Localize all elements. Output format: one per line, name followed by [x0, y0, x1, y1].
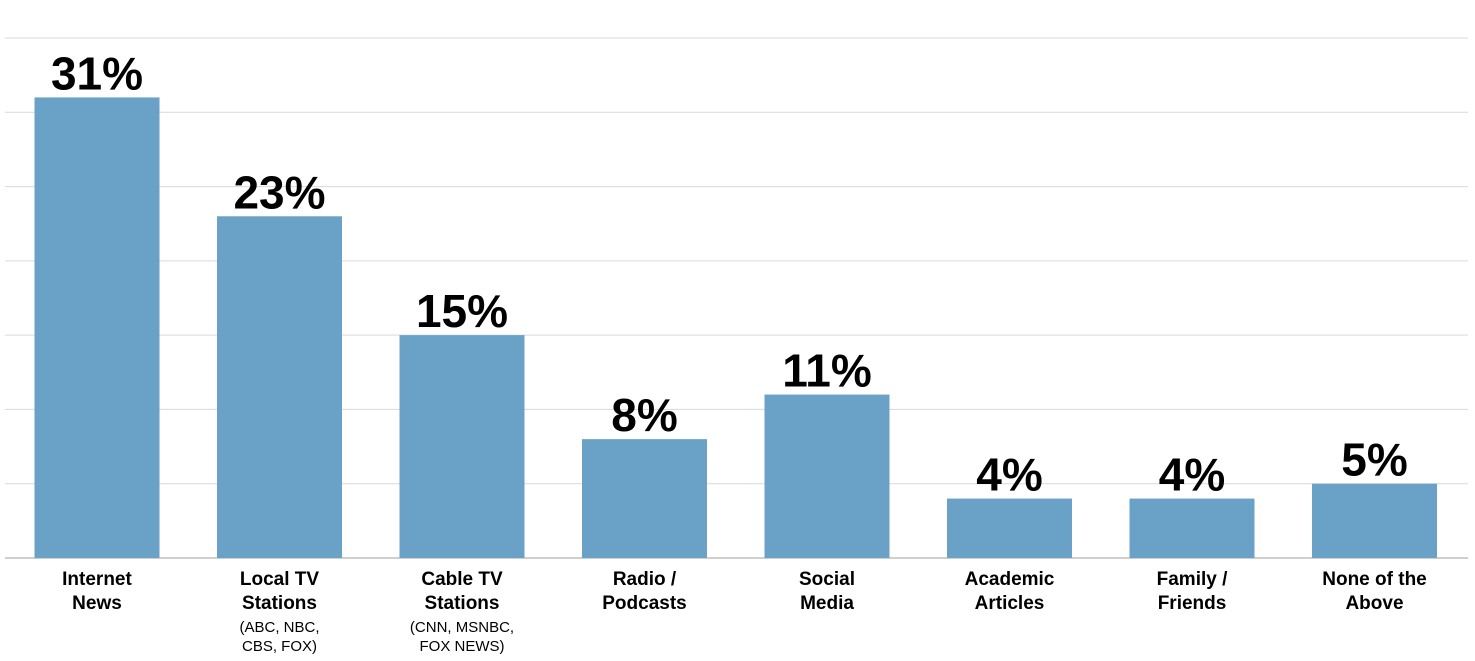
value-label: 4% [1159, 449, 1225, 501]
category-label: Radio / [613, 569, 677, 590]
bar [947, 498, 1072, 558]
value-label: 15% [416, 285, 508, 337]
bar [764, 394, 890, 558]
category-label: Local TV [240, 569, 320, 590]
value-label: 4% [976, 449, 1042, 501]
bar [1129, 498, 1255, 558]
value-label: 8% [611, 389, 677, 441]
category-sublabel: FOX NEWS) [420, 638, 505, 655]
category-label: Stations [242, 593, 317, 614]
bar [582, 439, 707, 558]
bar [34, 97, 160, 558]
bar [217, 216, 342, 559]
category-label: News [72, 593, 122, 614]
category-label: Above [1345, 593, 1403, 614]
category-label: Family / [1157, 569, 1228, 590]
category-label: Podcasts [602, 593, 686, 614]
category-label: Cable TV [421, 569, 503, 590]
value-labels: 31% 23% 15% 8% 11% 4% 4% 5% [51, 47, 1408, 500]
category-label: Articles [975, 593, 1045, 614]
category-sublabel: (ABC, NBC, [239, 619, 319, 636]
value-label: 31% [51, 47, 143, 99]
category-label: Social [799, 569, 855, 590]
bar [399, 335, 525, 558]
category-label: Academic [965, 569, 1055, 590]
category-sublabel: CBS, FOX) [242, 638, 317, 655]
category-labels: Internet News Local TV Stations (ABC, NBC, CB… [62, 569, 1427, 655]
category-sublabel: (CNN, MSNBC, [410, 619, 514, 636]
bars [34, 97, 1437, 559]
value-label: 11% [782, 345, 872, 397]
category-label: Media [800, 593, 854, 614]
category-label: Internet [62, 569, 132, 590]
category-label: Friends [1158, 593, 1227, 614]
category-label: Stations [425, 593, 500, 614]
bar [1312, 483, 1437, 558]
value-label: 23% [233, 166, 325, 218]
category-label: None of the [1322, 569, 1427, 590]
value-label: 5% [1341, 434, 1407, 486]
